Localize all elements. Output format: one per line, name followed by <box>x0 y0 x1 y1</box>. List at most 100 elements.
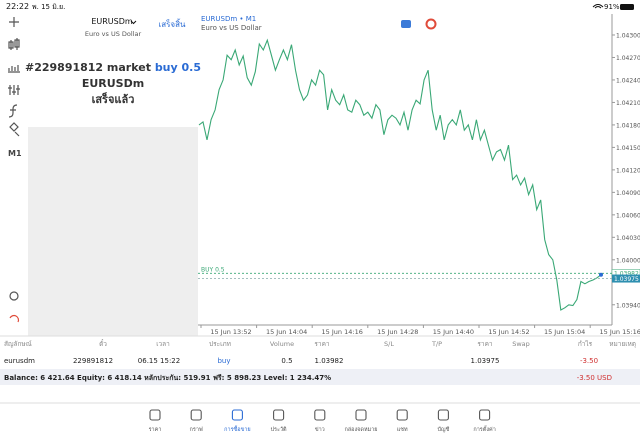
tab-icon[interactable] <box>314 409 326 421</box>
tab-icon[interactable] <box>149 409 161 421</box>
y-tick-label: 1.04030 <box>616 235 640 242</box>
summary-row <box>0 369 640 385</box>
panel-description: Euro vs US Dollar <box>85 30 142 38</box>
total-profit: -3.50 USD <box>577 374 612 382</box>
y-tick-label: 1.04210 <box>616 100 640 107</box>
tab-icon[interactable] <box>355 409 367 421</box>
battery-icon <box>620 4 634 10</box>
settings-tool[interactable] <box>8 85 20 95</box>
tab-label[interactable]: ประวัติ <box>271 426 287 433</box>
y-tick-label: 1.04120 <box>616 167 640 174</box>
tab-icon[interactable] <box>479 409 491 421</box>
column-header: Swap <box>512 340 530 348</box>
column-header: กำไร <box>578 340 593 348</box>
order-action: buy 0.5 <box>155 61 201 74</box>
zoom-tool[interactable] <box>9 291 19 301</box>
tab-label[interactable]: แชท <box>397 426 408 433</box>
battery-level: 91% <box>604 3 620 11</box>
order-ticket: #229891812 market <box>25 61 151 74</box>
one-click-icon[interactable] <box>401 20 411 28</box>
tab-label[interactable]: กล่องจดหมาย <box>344 427 377 433</box>
chart-title: EURUSDm • M1 <box>201 15 256 23</box>
status-date: พ. 15 มิ.ย. <box>32 3 65 11</box>
cell[interactable]: buy <box>217 357 230 365</box>
cell[interactable]: 1.03982 <box>315 357 344 365</box>
tab-icon[interactable] <box>396 409 408 421</box>
y-tick-label: 1.04300 <box>616 32 640 39</box>
cell[interactable]: 1.03975 <box>471 357 500 365</box>
x-tick-label: 15 Jun 13:52 <box>210 328 251 336</box>
panel-symbol[interactable]: EURUSDm <box>91 17 133 26</box>
status-time: 22:22 <box>6 2 29 11</box>
y-tick-label: 1.04180 <box>616 122 640 129</box>
timeframe-button[interactable]: M1 <box>8 149 22 158</box>
chart-type-tool[interactable] <box>8 38 20 50</box>
symbol-dropdown-icon <box>130 20 137 25</box>
crosshair-tool[interactable] <box>9 17 19 27</box>
cell[interactable]: 0.5 <box>281 357 292 365</box>
order-result: #229891812 market buy 0.5 <box>25 61 201 74</box>
tab-label[interactable]: กราฟ <box>190 426 203 433</box>
bid-price-label: 1.03975 <box>614 276 639 283</box>
tab-label[interactable]: การซื้อขาย <box>224 425 250 433</box>
cell[interactable]: -3.50 <box>580 357 598 365</box>
column-header: T/P <box>431 340 442 348</box>
tab-icon[interactable] <box>273 409 285 421</box>
order-panel-body <box>28 127 198 336</box>
cell[interactable]: 229891812 <box>73 357 113 365</box>
objects-tool[interactable] <box>9 122 20 137</box>
x-tick-label: 15 Jun 14:04 <box>266 328 307 336</box>
tab-label[interactable]: บัญชี <box>437 426 449 433</box>
tab-label[interactable]: ข่าว <box>315 427 325 433</box>
column-header: หมายเหตุ <box>609 340 636 348</box>
price-chart: EURUSDm • M1 Euro vs US Dollar 1.04300 1.… <box>198 14 640 336</box>
trade-tool[interactable] <box>9 314 20 323</box>
x-tick-label: 15 Jun 15:04 <box>544 328 585 336</box>
price-line <box>198 38 602 311</box>
y-tick-label: 1.04090 <box>616 190 640 197</box>
last-price-dot <box>599 272 603 277</box>
wifi-icon <box>592 4 604 9</box>
toolbar <box>8 17 20 323</box>
column-header: สัญลักษณ์ <box>4 340 32 348</box>
x-tick-label: 15 Jun 15:16 <box>600 328 640 336</box>
buy-price-label: 1.03982 <box>614 270 639 277</box>
order-symbol: EURUSDm <box>82 77 144 90</box>
column-header: S/L <box>384 340 394 348</box>
tab-bar: ราคา กราฟ การซื้อขาย ประวัติ ข่าว กล่องจดหมาย… <box>149 409 496 433</box>
order-status: เสร็จแล้ว <box>92 92 135 106</box>
y-tick-label: 1.04000 <box>616 257 640 264</box>
tab-icon[interactable] <box>231 409 243 421</box>
x-tick-label: 15 Jun 14:40 <box>433 328 474 336</box>
y-tick-label: 1.04060 <box>616 212 640 219</box>
done-button[interactable]: เสร็จสิ้น <box>159 18 186 29</box>
tab-label[interactable]: ราคา <box>149 427 162 433</box>
x-tick-label: 15 Jun 14:28 <box>377 328 418 336</box>
x-tick-label: 15 Jun 14:52 <box>488 328 529 336</box>
column-header: เวลา <box>156 340 170 348</box>
y-tick-label: 1.04240 <box>616 77 640 84</box>
buy-order-label: BUY 0.5 <box>201 266 225 273</box>
column-header: ราคา <box>314 340 329 348</box>
trade-icon[interactable] <box>425 18 437 30</box>
bid-price-tag <box>612 274 640 283</box>
cell[interactable]: 06.15 15:22 <box>138 357 180 365</box>
column-header: ตั๋ว <box>99 339 107 348</box>
x-tick-label: 15 Jun 14:16 <box>322 328 363 336</box>
positions-table: สัญลักษณ์ ตั๋ว เวลา ประเภท Volume ราคา S/L T/P ร… <box>4 339 636 365</box>
y-tick-label: 1.03940 <box>616 302 640 309</box>
indicators-tool[interactable] <box>8 65 20 73</box>
cell[interactable]: eurusdm <box>4 357 35 365</box>
column-header: ประเภท <box>209 340 231 348</box>
function-tool[interactable] <box>8 104 18 118</box>
chart-subtitle: Euro vs US Dollar <box>201 24 262 32</box>
tab-label[interactable]: การตั้งค่า <box>473 425 495 433</box>
y-tick-label: 1.04270 <box>616 55 640 62</box>
account-summary: Balance: 6 421.64 Equity: 6 418.14 หลักป… <box>4 374 331 382</box>
order-panel <box>28 14 198 127</box>
column-header: Volume <box>270 340 294 348</box>
tab-icon[interactable] <box>437 409 449 421</box>
tab-icon[interactable] <box>190 409 202 421</box>
column-header: ราคา <box>477 340 492 348</box>
